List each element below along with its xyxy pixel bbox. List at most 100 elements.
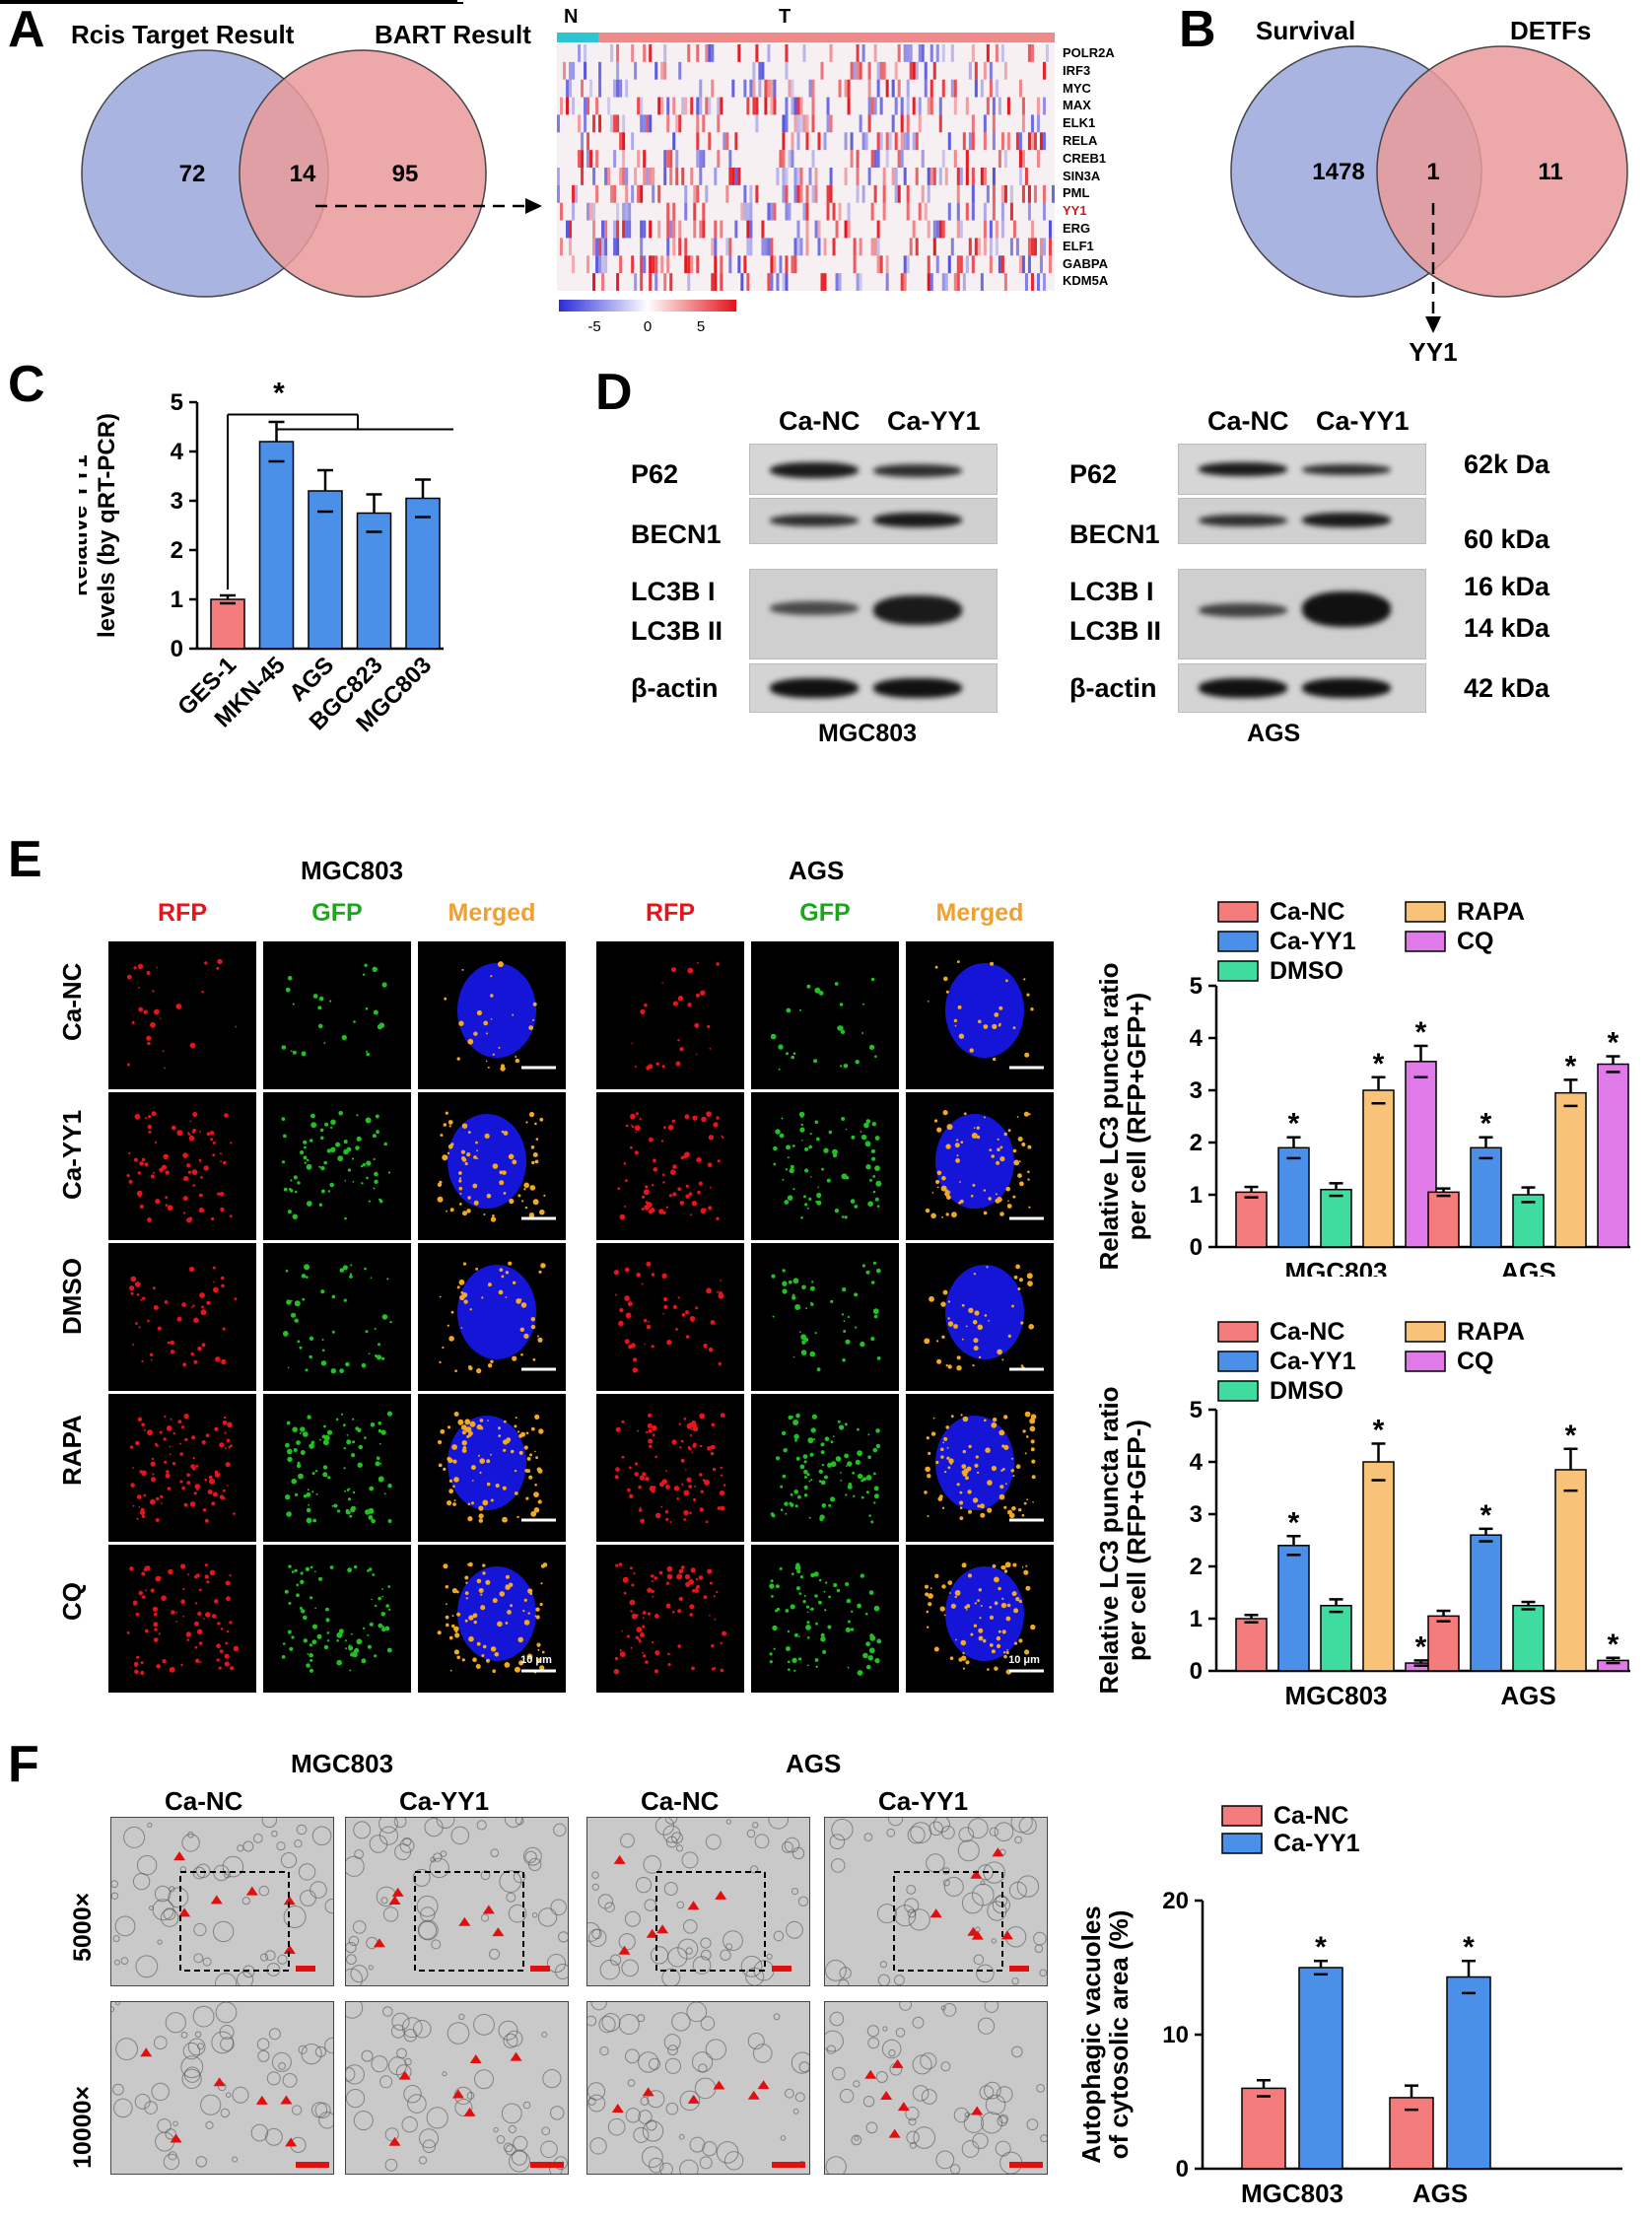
vacuole: [1008, 1881, 1027, 1900]
heatmap-group-t: T: [779, 6, 792, 28]
vacuole: [609, 1954, 622, 1966]
punctum: [677, 1296, 680, 1299]
punctum: [314, 1570, 316, 1572]
punctum: [130, 1276, 137, 1282]
vacuole: [481, 1913, 490, 1922]
punctum: [356, 1136, 362, 1142]
punctum: [153, 1622, 159, 1628]
vacuole: [643, 1855, 661, 1874]
punctum: [129, 1445, 134, 1449]
heatmap-cell: [749, 238, 753, 256]
punctum: [845, 1627, 851, 1632]
heatmap-cell: [592, 168, 596, 185]
vacuole: [153, 2036, 168, 2050]
heatmap-cell: [941, 220, 945, 239]
punctum: [926, 1610, 929, 1614]
punctum: [845, 1493, 848, 1496]
protein-band: [1302, 464, 1391, 475]
heatmap-cell: [873, 150, 877, 168]
bar: [1554, 1469, 1587, 1672]
punctum: [974, 1602, 977, 1605]
punctum: [1006, 1204, 1012, 1209]
punctum: [476, 1157, 479, 1159]
punctum: [323, 1042, 326, 1044]
vacuole: [980, 1880, 986, 1886]
punctum: [153, 1612, 158, 1617]
heatmap-cell: [906, 202, 910, 221]
significance-star: *: [1480, 1499, 1492, 1532]
punctum: [669, 1521, 672, 1523]
punctum: [621, 1420, 625, 1423]
punctum: [175, 1611, 177, 1614]
punctum: [539, 1665, 545, 1671]
punctum: [799, 1575, 803, 1579]
heatmap-cell: [796, 184, 800, 203]
vacuole: [588, 1928, 607, 1948]
protein-band: [873, 464, 962, 477]
micrograph-puncta: [126, 1111, 233, 1223]
punctum: [288, 1564, 292, 1568]
punctum: [1026, 993, 1030, 997]
heatmap-cell: [850, 132, 854, 151]
punctum: [461, 1424, 467, 1430]
punctum: [386, 1647, 392, 1653]
punctum: [770, 1033, 777, 1040]
punctum: [687, 1003, 692, 1007]
heatmap-cell: [870, 238, 874, 256]
punctum: [820, 1636, 826, 1642]
vacuole: [402, 1837, 412, 1846]
punctum: [543, 1194, 546, 1197]
vacuole: [942, 2003, 957, 2017]
punctum: [186, 1163, 191, 1168]
punctum: [683, 1509, 689, 1516]
punctum: [997, 1197, 1002, 1203]
heatmap-cell: [944, 273, 948, 291]
heatmap-cell: [672, 97, 676, 115]
punctum: [627, 1488, 631, 1492]
venn-b-overlap-count: 1: [1426, 159, 1439, 185]
punctum: [852, 1471, 856, 1475]
punctum: [503, 1192, 507, 1195]
vacuole: [169, 1886, 175, 1893]
heatmap-cell: [900, 132, 904, 151]
punctum: [457, 1419, 464, 1425]
punctum: [351, 1453, 356, 1458]
punctum: [779, 1133, 785, 1139]
heatmap-cell: [897, 184, 901, 203]
heatmap-cell: [640, 97, 644, 115]
punctum: [840, 1472, 842, 1474]
punctum: [327, 1476, 331, 1480]
vacuole: [296, 1824, 308, 1836]
punctum: [132, 1504, 135, 1507]
punctum: [306, 1201, 312, 1207]
zoom-box: [179, 1871, 290, 1972]
punctum: [447, 1425, 451, 1429]
punctum: [445, 1585, 448, 1589]
y-tick-label: 0: [1176, 2156, 1189, 2183]
punctum: [452, 1502, 456, 1506]
vacuole: [866, 2025, 880, 2038]
y-tick-label: 4: [171, 439, 184, 465]
punctum: [925, 1208, 930, 1213]
punctum: [987, 1507, 993, 1513]
punctum: [510, 1604, 513, 1608]
punctum: [487, 1066, 490, 1069]
punctum: [780, 1508, 784, 1511]
heatmap-cell: [619, 79, 623, 98]
punctum: [219, 1649, 224, 1653]
punctum: [651, 1489, 655, 1493]
punctum: [956, 1139, 959, 1142]
punctum: [971, 1133, 978, 1139]
punctum: [947, 1300, 951, 1303]
punctum: [162, 1050, 165, 1053]
heatmap-cell: [657, 184, 661, 203]
vacuole: [225, 2092, 232, 2098]
vacuole: [346, 2002, 364, 2019]
punctum: [208, 1475, 213, 1480]
punctum: [830, 1299, 834, 1303]
punctum: [860, 1573, 864, 1578]
arrowhead-marker: [140, 2047, 153, 2057]
punctum: [471, 1480, 474, 1482]
vacuole: [601, 2013, 621, 2032]
punctum: [685, 1581, 691, 1587]
